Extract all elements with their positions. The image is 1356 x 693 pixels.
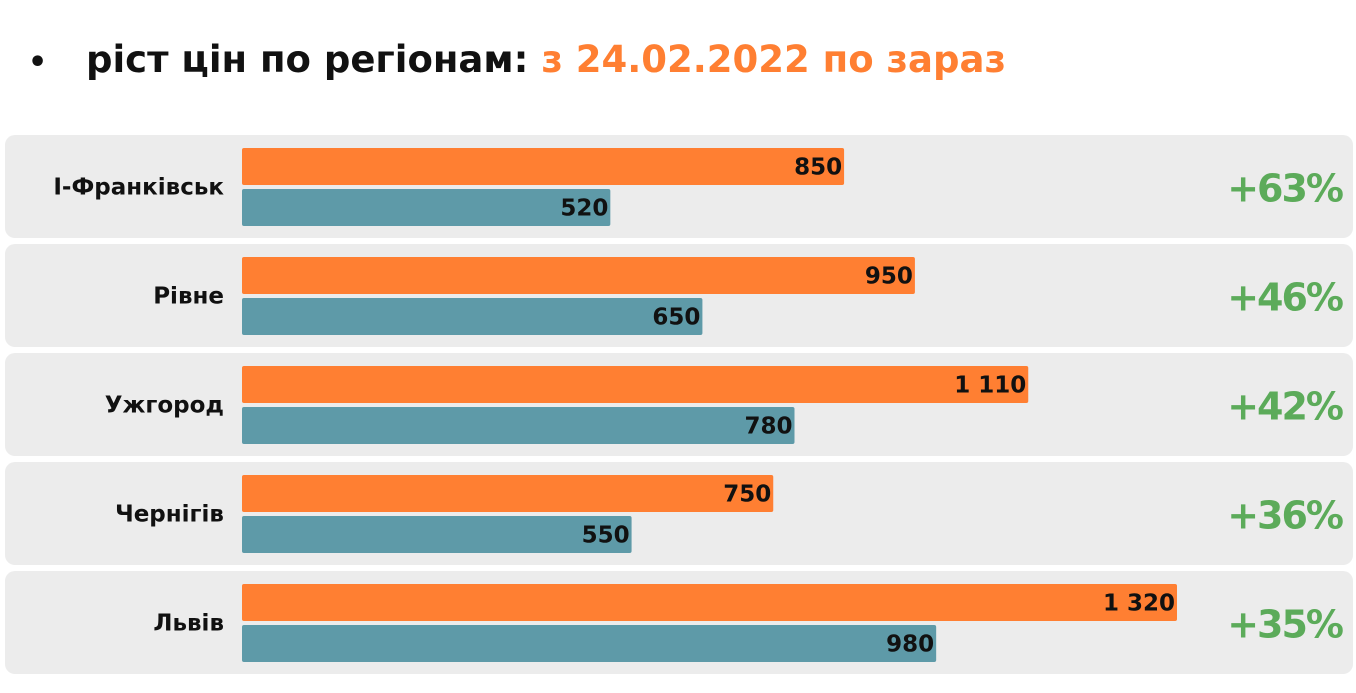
chart-row: Рівне 950 650 +46% — [5, 244, 1353, 347]
bar-current — [242, 148, 845, 185]
value-label-current: 1 320 — [1103, 591, 1175, 617]
bar-before — [242, 516, 632, 553]
value-label-before: 520 — [560, 196, 608, 222]
growth-percent-label: +42% — [1227, 385, 1343, 429]
title-date-range: з 24.02.2022 по зараз — [541, 38, 1006, 81]
bullet-icon: • — [28, 45, 48, 80]
chart-row: І-Франківськ 850 520 +63% — [5, 135, 1353, 238]
value-label-before: 550 — [582, 523, 630, 549]
value-label-current: 750 — [723, 482, 771, 508]
value-label-before: 780 — [744, 414, 792, 440]
growth-percent-label: +63% — [1227, 167, 1343, 211]
bar-before — [242, 407, 795, 444]
title-main: ріст цін по регіонам: — [86, 38, 529, 81]
bar-before — [242, 625, 937, 662]
bar-before — [242, 189, 611, 226]
value-label-before: 980 — [886, 632, 934, 658]
bar-current — [242, 366, 1029, 403]
bar-before — [242, 298, 703, 335]
bar-current — [242, 584, 1177, 621]
region-label: Ужгород — [105, 393, 224, 419]
value-label-current: 1 110 — [954, 373, 1026, 399]
value-label-current: 850 — [794, 155, 842, 181]
chart-row: Львів 1 320 980 +35% — [5, 571, 1353, 674]
growth-percent-label: +46% — [1227, 276, 1343, 320]
chart-row: Ужгород 1 110 780 +42% — [5, 353, 1353, 456]
region-label: Рівне — [153, 284, 224, 310]
region-label: Чернігів — [115, 502, 224, 528]
bar-current — [242, 257, 915, 294]
value-label-before: 650 — [652, 305, 700, 331]
region-label: І-Франківськ — [53, 175, 224, 201]
page-title: • ріст цін по регіонам: з 24.02.2022 по з… — [28, 30, 1006, 90]
growth-percent-label: +35% — [1227, 603, 1343, 647]
region-label: Львів — [153, 611, 224, 637]
bar-current — [242, 475, 774, 512]
chart-row: Чернігів 750 550 +36% — [5, 462, 1353, 565]
growth-percent-label: +36% — [1227, 494, 1343, 538]
value-label-current: 950 — [865, 264, 913, 290]
